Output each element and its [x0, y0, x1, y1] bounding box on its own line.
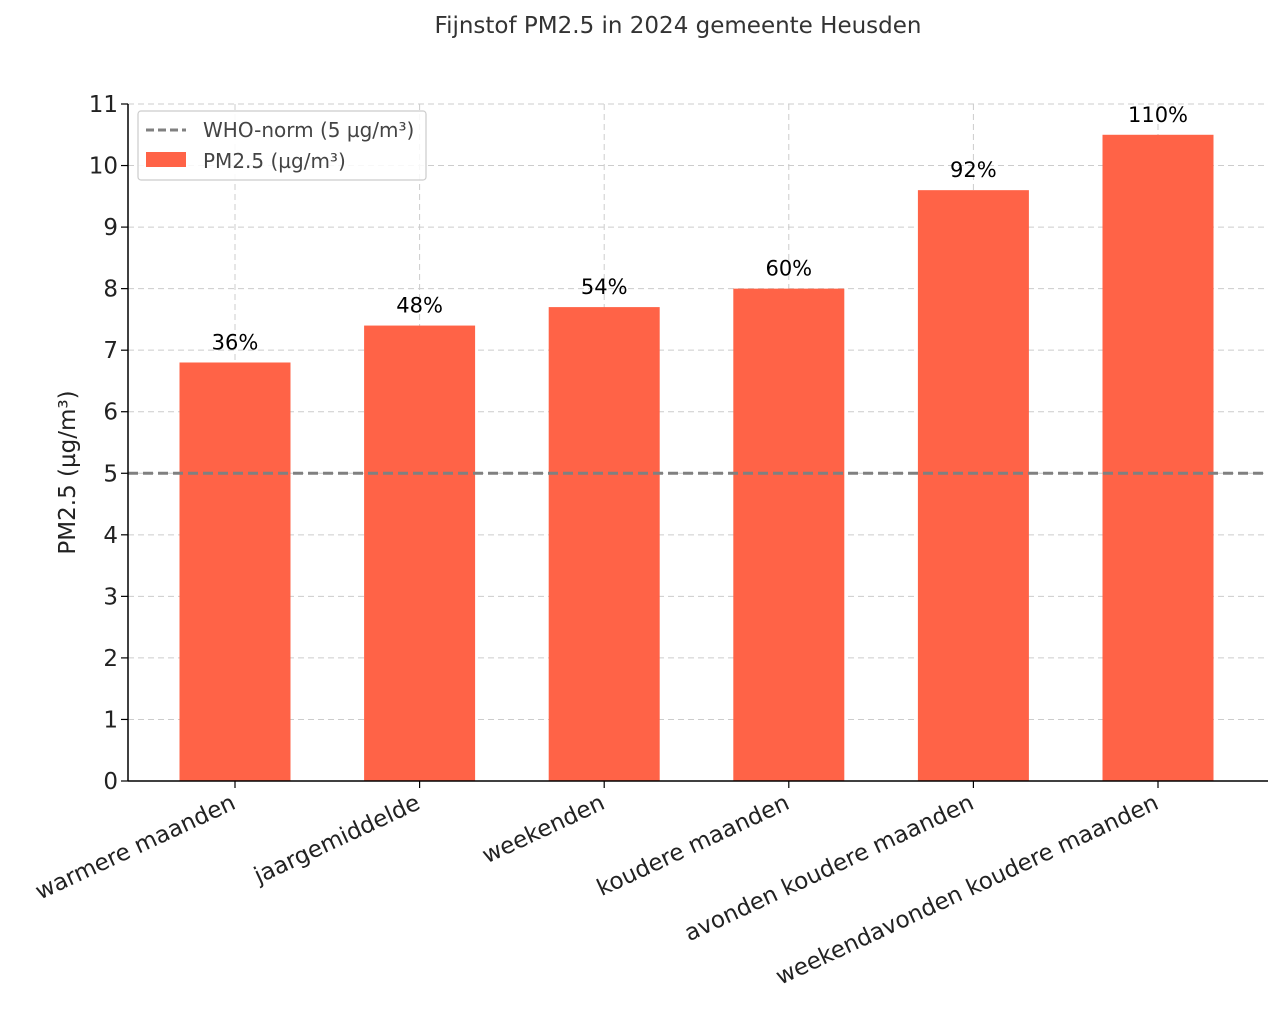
y-tick-label: 0 [103, 769, 118, 795]
y-tick-labels: 0 1 2 3 4 5 6 7 8 9 10 11 [89, 92, 128, 795]
bar [733, 288, 845, 781]
legend-reference-label: WHO-norm (5 µg/m³) [203, 118, 414, 142]
y-tick-label: 10 [89, 154, 118, 180]
y-tick-label: 6 [103, 400, 118, 426]
bar-value-label: 60% [765, 257, 812, 281]
bar [364, 325, 476, 781]
y-tick-label: 4 [103, 523, 118, 549]
axes [127, 104, 1268, 782]
legend-box [137, 110, 427, 181]
y-tick-label: 8 [103, 277, 118, 303]
y-tick-label: 2 [103, 646, 118, 672]
bar-labels: 36% 48% 54% 60% 92% 110% [212, 103, 1188, 355]
grid [128, 103, 1268, 781]
y-tick-label: 5 [103, 461, 118, 487]
bar-value-label: 110% [1128, 103, 1188, 127]
x-tick-label: weekenden [478, 790, 608, 869]
bar [548, 307, 660, 781]
x-tick-labels: warmere maanden jaargemiddelde weekendenko… [31, 781, 1163, 991]
legend: WHO-norm (5 µg/m³) PM2.5 (µg/m³) [137, 110, 427, 181]
bar-value-label: 92% [950, 158, 997, 182]
bar-value-label: 54% [581, 275, 628, 299]
chart-title: Fijnstof PM2.5 in 2024 gemeente Heusden [435, 13, 922, 39]
y-tick-label: 9 [103, 215, 118, 241]
legend-bar-swatch [146, 152, 186, 167]
x-tick-label: jaargemiddelde [249, 790, 424, 890]
y-tick-label: 3 [103, 584, 118, 610]
bar [1102, 134, 1214, 782]
y-axis-label: PM2.5 (µg/m³) [55, 390, 81, 554]
legend-bar-label: PM2.5 (µg/m³) [203, 149, 346, 173]
x-tick-label: avonden koudere maanden [681, 790, 978, 947]
x-tick-label: warmere maanden [31, 790, 239, 905]
y-tick-label: 11 [89, 92, 118, 118]
y-tick-label: 1 [103, 707, 118, 733]
bar [179, 362, 291, 781]
x-tick-label: weekendavonden koudere maanden [772, 790, 1163, 991]
bars [179, 134, 1214, 782]
bar-value-label: 48% [396, 294, 443, 318]
bar [917, 190, 1029, 781]
bar-value-label: 36% [212, 330, 259, 354]
y-tick-label: 7 [103, 338, 118, 364]
